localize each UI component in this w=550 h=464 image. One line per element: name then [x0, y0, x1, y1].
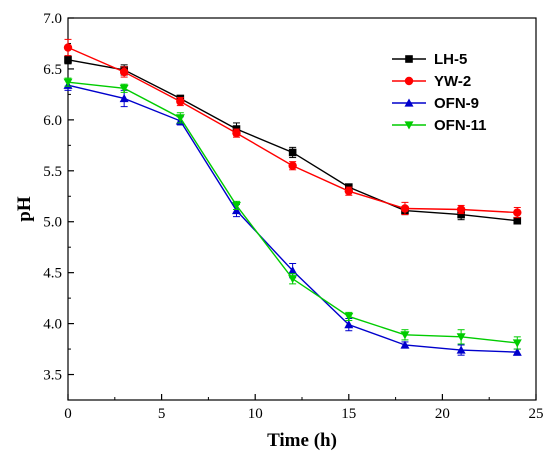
- legend-label: LH-5: [434, 51, 467, 68]
- data-point: [176, 97, 185, 106]
- legend-marker: [404, 76, 414, 86]
- data-point: [119, 84, 129, 93]
- series-ofn-11: [63, 77, 522, 350]
- legend-marker: [404, 121, 414, 130]
- y-tick-label: 7.0: [43, 11, 62, 27]
- data-point: [288, 148, 297, 157]
- data-point: [344, 186, 353, 196]
- legend-item-ofn-9: OFN-9: [392, 95, 479, 112]
- x-tick-label: 25: [529, 406, 544, 422]
- data-point: [119, 93, 129, 103]
- data-point: [288, 266, 298, 275]
- x-tick-label: 10: [248, 406, 263, 422]
- legend-item-lh-5: LH-5: [392, 51, 467, 68]
- y-tick-label: 6.0: [43, 113, 62, 129]
- y-tick-label: 4.5: [43, 266, 62, 282]
- data-point: [457, 210, 465, 219]
- legend-item-ofn-11: OFN-11: [392, 117, 487, 134]
- data-point: [288, 275, 298, 284]
- data-point: [400, 204, 410, 213]
- data-point: [63, 78, 73, 87]
- data-point: [513, 216, 522, 225]
- data-point: [456, 205, 466, 214]
- series-yw-2: [63, 38, 522, 219]
- data-point: [119, 67, 129, 77]
- y-tick-label: 5.5: [43, 164, 62, 180]
- x-tick-label: 5: [158, 406, 166, 422]
- legend-label: YW-2: [434, 73, 471, 90]
- data-point: [344, 312, 354, 321]
- y-tick-label: 6.5: [43, 62, 62, 78]
- legend-marker: [405, 55, 413, 63]
- data-point: [175, 114, 185, 123]
- legend: LH-5 YW-2 OFN-9 OFN-11: [392, 51, 487, 134]
- data-point: [344, 320, 354, 329]
- data-point: [288, 161, 297, 170]
- series-ofn-9: [63, 79, 522, 356]
- data-point: [513, 208, 522, 217]
- y-tick-label: 3.5: [43, 368, 62, 384]
- x-tick-label: 0: [64, 406, 72, 422]
- legend-label: OFN-9: [434, 95, 479, 112]
- data-point: [456, 333, 466, 342]
- data-point: [512, 347, 522, 356]
- x-axis-title: Time (h): [267, 430, 337, 451]
- y-tick-label: 5.0: [43, 215, 62, 231]
- data-point: [64, 55, 72, 64]
- x-tick-label: 20: [435, 406, 450, 422]
- legend-marker: [404, 98, 414, 107]
- y-axis-ticks: 3.5 4.0 4.5 5.0 5.5 6.0 6.5 7.0: [43, 11, 74, 401]
- data-point: [456, 345, 466, 354]
- data-point: [512, 339, 522, 348]
- y-axis-title: pH: [14, 196, 35, 222]
- legend-label: OFN-11: [434, 117, 487, 134]
- data-point: [232, 128, 241, 138]
- data-point: [231, 206, 241, 215]
- data-point: [400, 340, 410, 349]
- legend-item-yw-2: YW-2: [392, 73, 471, 90]
- y-tick-label: 4.0: [43, 317, 62, 333]
- x-tick-label: 15: [341, 406, 356, 422]
- data-point: [400, 331, 410, 340]
- x-axis-ticks: 0 5 10 15 20 25: [64, 394, 544, 422]
- data-point: [63, 43, 73, 52]
- data-point: [231, 201, 241, 210]
- series-layer: [63, 38, 522, 356]
